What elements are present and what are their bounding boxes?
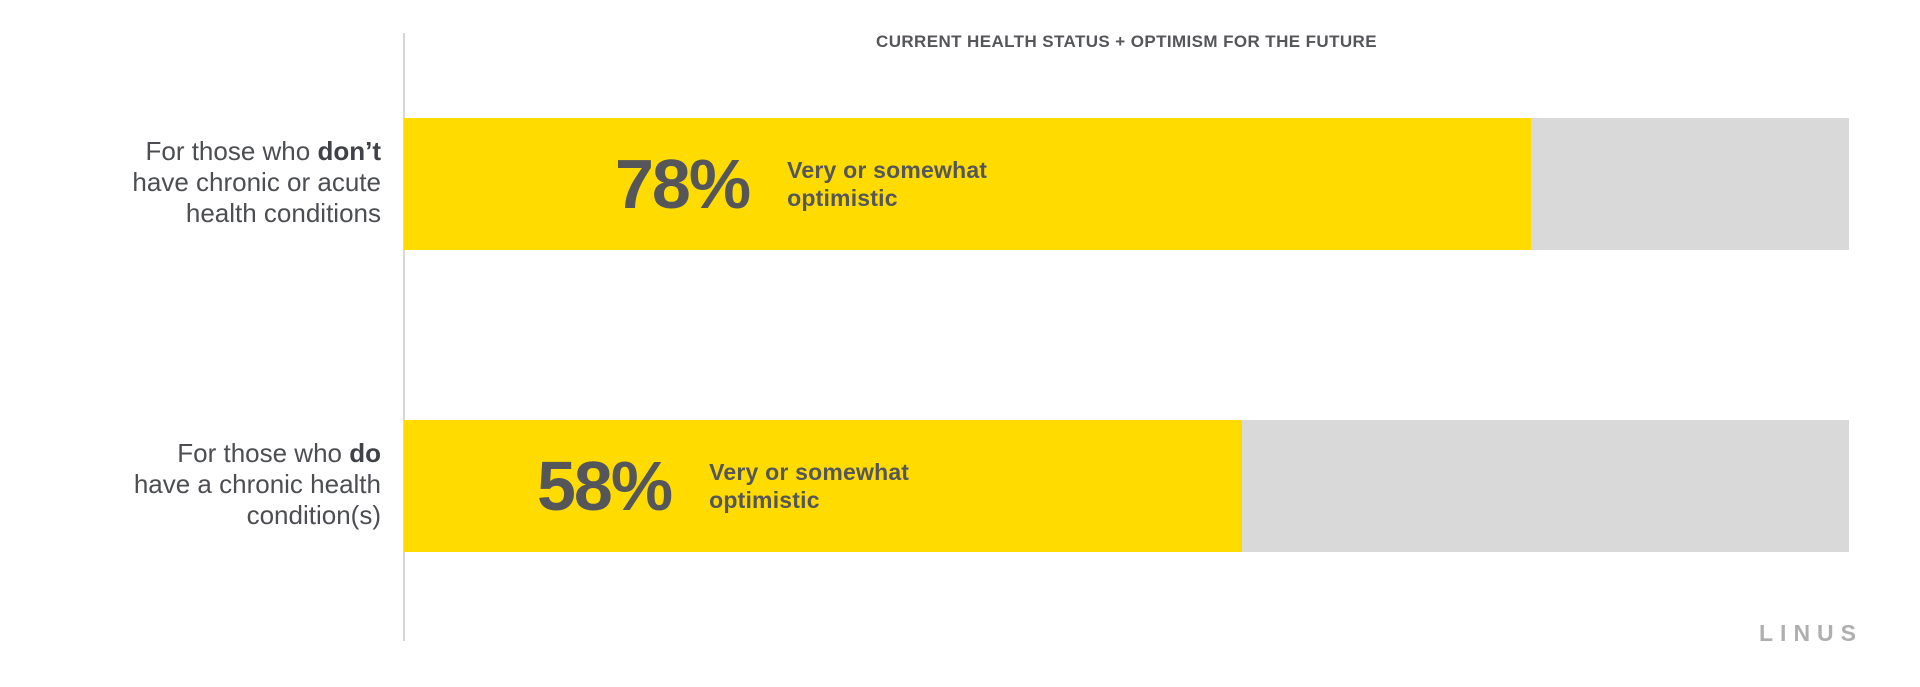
bar-fill-no-conditions	[404, 118, 1532, 250]
linus-logo: LINUS	[1759, 620, 1863, 646]
category-label-line: For those who do	[40, 438, 381, 469]
category-label-line: have chronic or acute	[132, 167, 381, 197]
category-label-line: health conditions	[185, 198, 381, 228]
bar-content: 58% Very or somewhat optimistic	[537, 420, 909, 552]
category-label-text: For those who	[177, 438, 350, 468]
y-axis-line	[403, 33, 405, 641]
description-line: optimistic	[709, 487, 820, 513]
percent-description: Very or somewhat optimistic	[787, 156, 987, 212]
chart-title: CURRENT HEALTH STATUS + OPTIMISM FOR THE…	[876, 32, 1377, 51]
bar-fill-with-conditions	[404, 420, 1243, 552]
percent-description: Very or somewhat optimistic	[709, 458, 909, 514]
description-line: optimistic	[787, 185, 898, 211]
bar-track-with-conditions: 58% Very or somewhat optimistic	[404, 420, 1849, 552]
category-label-line: have a chronic health	[133, 469, 381, 499]
category-label-line: condition(s)	[246, 500, 381, 530]
category-label-bold-text: do	[349, 438, 381, 468]
bar-content: 78% Very or somewhat optimistic	[615, 118, 987, 250]
category-label-text: For those who	[145, 136, 318, 166]
percent-value: 58%	[537, 447, 673, 525]
description-line: Very or somewhat	[787, 157, 988, 183]
description-line: Very or somewhat	[709, 459, 910, 485]
category-label-bold-text: don’t	[317, 136, 381, 166]
category-label-line: For those who don’t	[40, 136, 381, 167]
bar-track-no-conditions: 78% Very or somewhat optimistic	[404, 118, 1849, 250]
category-label-with-conditions: For those who do have a chronic health c…	[40, 438, 381, 531]
percent-value: 78%	[615, 145, 751, 223]
category-label-no-conditions: For those who don’t have chronic or acut…	[40, 136, 381, 229]
